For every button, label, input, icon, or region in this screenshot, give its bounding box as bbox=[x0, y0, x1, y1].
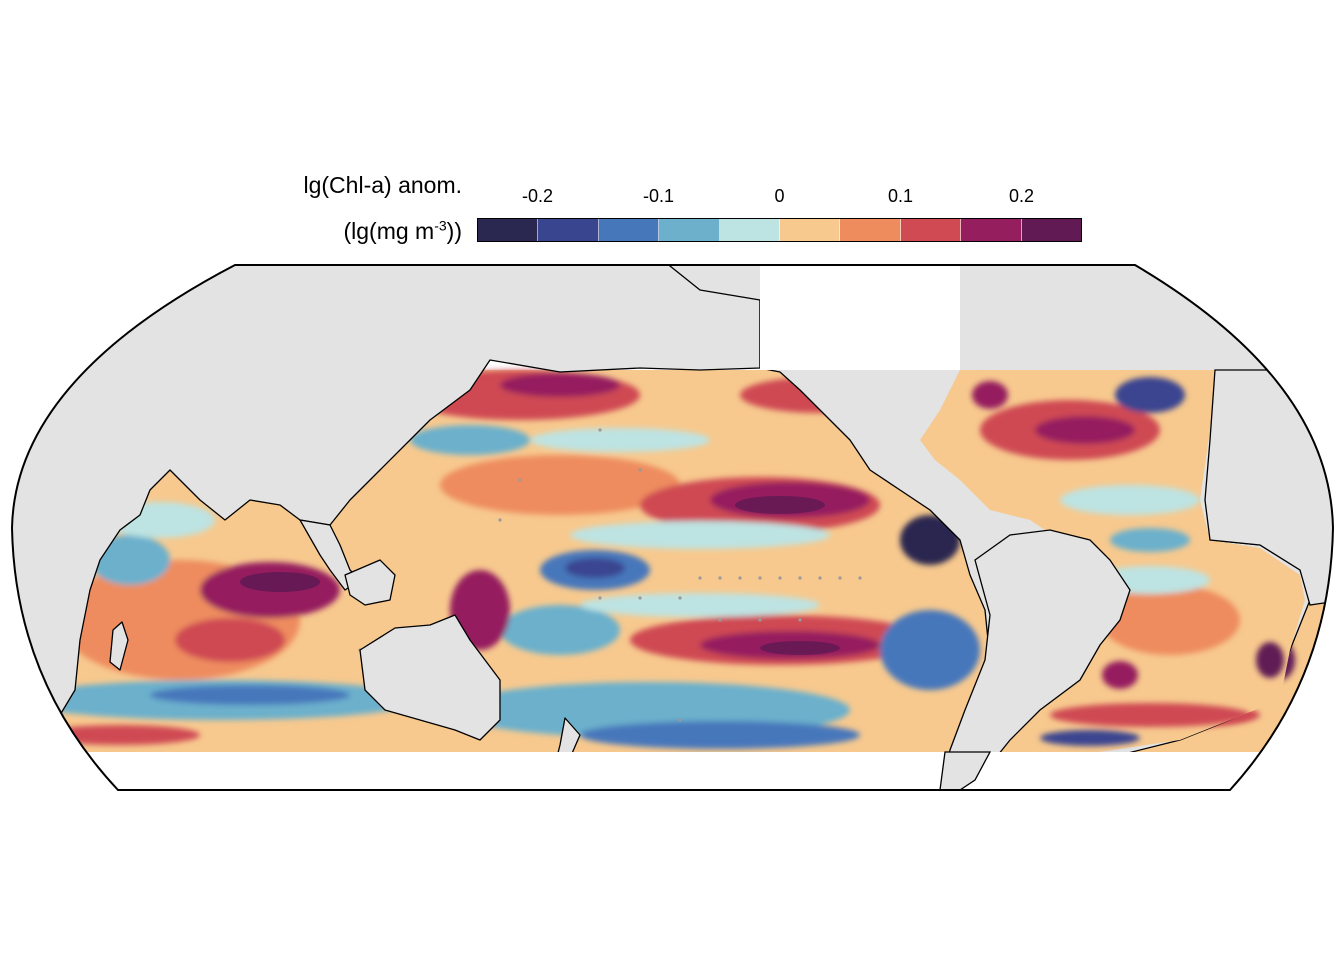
nodata-north-band bbox=[760, 265, 960, 370]
colorbar bbox=[477, 218, 1082, 242]
legend-unit-exponent: -3 bbox=[434, 217, 447, 234]
legend-title-line2: (lg(mg m-3)) bbox=[343, 218, 462, 245]
south-america-tip-land bbox=[939, 751, 992, 790]
legend-unit-prefix: (lg(mg m bbox=[343, 218, 435, 244]
colorbar-tick-label: -0.1 bbox=[642, 186, 675, 206]
colorbar-tick-label: 0.2 bbox=[1008, 186, 1035, 206]
australia-land bbox=[359, 614, 501, 741]
colorbar-cell bbox=[900, 219, 962, 241]
south-america-land bbox=[939, 529, 1131, 790]
colorbar-tick-label: -0.2 bbox=[521, 186, 554, 206]
colorbar-cell bbox=[780, 219, 841, 241]
colorbar-tick-label: 0 bbox=[774, 186, 785, 206]
eurasia-africa-land bbox=[12, 265, 761, 716]
colorbar-cell bbox=[598, 219, 660, 241]
legend-title-line1: lg(Chl-a) anom. bbox=[303, 172, 463, 198]
colorbar-cell bbox=[538, 219, 599, 241]
colorbar-cell bbox=[478, 219, 539, 241]
colorbar-cell bbox=[719, 219, 781, 241]
colorbar-cell bbox=[1021, 219, 1082, 241]
madagascar-land bbox=[109, 621, 129, 671]
nodata-south-band bbox=[12, 752, 1333, 790]
legend-unit-suffix: )) bbox=[446, 218, 462, 244]
map-border bbox=[10, 264, 1335, 791]
colorbar-cell bbox=[659, 219, 720, 241]
colorbar-cell bbox=[840, 219, 901, 241]
borneo-land bbox=[344, 559, 396, 606]
colorbar-cell bbox=[961, 219, 1022, 241]
colorbar-tick-label: 0.1 bbox=[887, 186, 914, 206]
